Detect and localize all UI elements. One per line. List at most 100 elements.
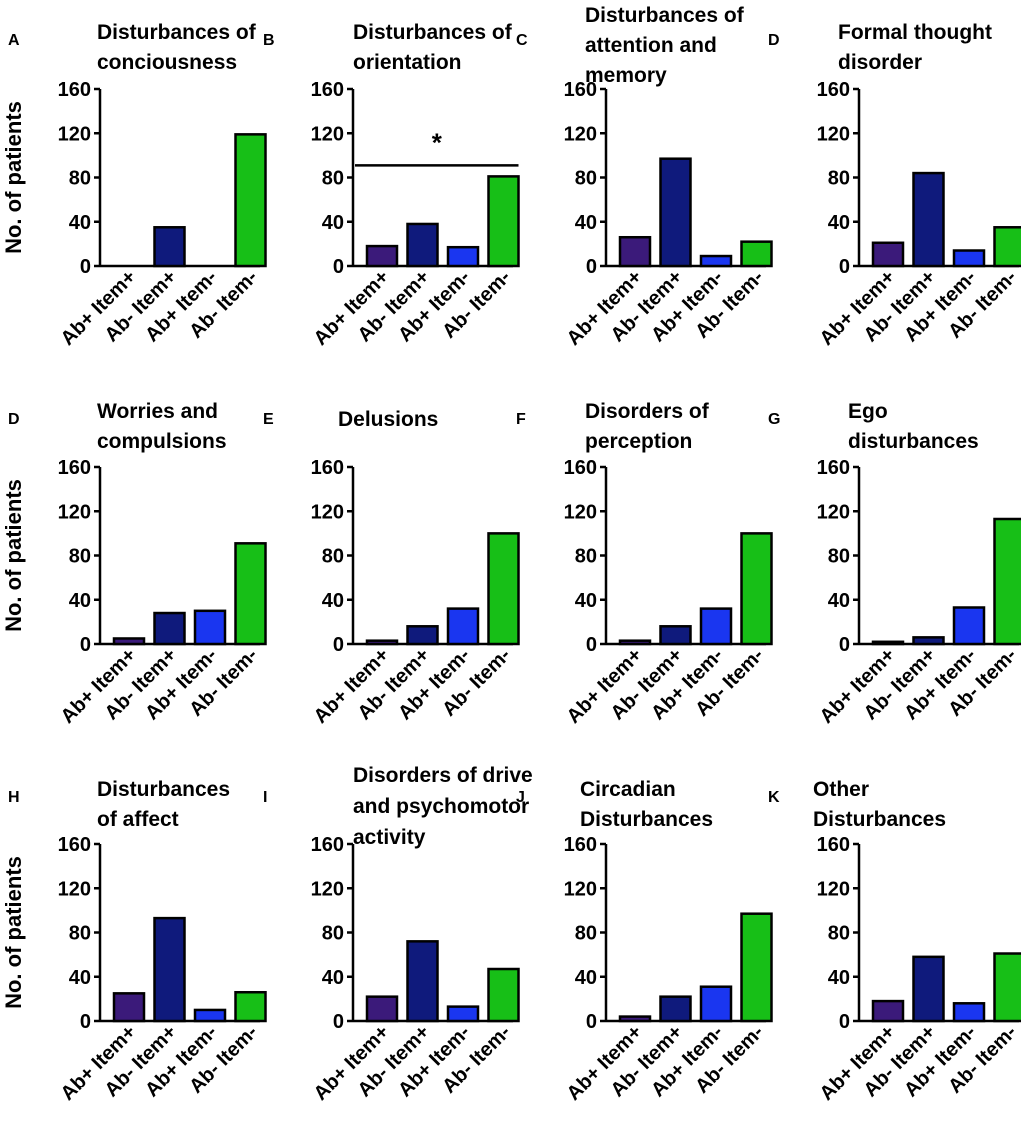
panel-title: Disturbances — [813, 808, 946, 831]
panel-letter-7: G — [768, 411, 780, 428]
y-tick-label: 0 — [80, 634, 91, 656]
y-tick-label: 40 — [828, 590, 850, 612]
y-tick-label: 80 — [322, 923, 344, 945]
y-tick-label: 0 — [839, 1011, 850, 1033]
y-tick-label: 0 — [333, 1011, 344, 1033]
panel-title: Disturbances of — [585, 4, 745, 27]
y-tick-label: 120 — [817, 501, 850, 523]
y-tick-label: 40 — [828, 212, 850, 234]
y-tick-label: 80 — [575, 546, 597, 568]
bar-ab-item- — [993, 517, 1021, 646]
panel-title: Delusions — [338, 408, 438, 431]
y-tick-label: 160 — [311, 79, 344, 101]
y-tick-label: 120 — [817, 123, 850, 145]
panel-letter-6: F — [516, 411, 526, 428]
y-tick-label: 80 — [575, 168, 597, 190]
y-tick-label: 0 — [333, 256, 344, 278]
bar-ab-item- — [993, 952, 1021, 1023]
y-tick-label: 80 — [828, 546, 850, 568]
y-tick-label: 160 — [564, 834, 597, 856]
panel-letter-10: J — [516, 789, 525, 806]
y-axis-label: No. of patients — [1, 479, 26, 632]
panel-title: Other — [813, 778, 869, 801]
bar-ab-item- — [912, 636, 945, 646]
y-tick-label: 0 — [586, 634, 597, 656]
bar-ab-item- — [699, 607, 733, 646]
y-tick-label: 160 — [564, 457, 597, 479]
panel-title: orientation — [353, 51, 462, 74]
y-tick-label: 160 — [564, 79, 597, 101]
panel-title: activity — [353, 826, 426, 849]
y-tick-label: 40 — [69, 590, 91, 612]
y-tick-label: 80 — [828, 168, 850, 190]
y-tick-label: 160 — [817, 79, 850, 101]
bar-ab-item- — [406, 222, 439, 268]
bar-ab-item- — [952, 249, 986, 268]
bar-ab-item- — [912, 955, 945, 1023]
y-tick-label: 160 — [58, 834, 91, 856]
bar-ab-item- — [112, 992, 146, 1023]
y-tick-label: 80 — [322, 546, 344, 568]
bar-ab-item- — [234, 542, 267, 646]
panel-title: Disturbances of — [97, 21, 257, 44]
bar-ab-item- — [487, 175, 520, 268]
bar-ab-item- — [740, 912, 773, 1023]
bar-ab-item- — [234, 990, 267, 1023]
panel-title: attention and — [585, 34, 717, 57]
y-tick-label: 0 — [80, 1011, 91, 1033]
y-tick-label: 40 — [575, 590, 597, 612]
y-tick-label: 80 — [69, 168, 91, 190]
y-axis-label: No. of patients — [1, 101, 26, 254]
y-tick-label: 0 — [80, 256, 91, 278]
panel-letter-8: H — [8, 789, 20, 806]
y-tick-label: 80 — [828, 923, 850, 945]
y-tick-label: 40 — [69, 212, 91, 234]
y-tick-label: 160 — [311, 457, 344, 479]
bar-ab-item- — [365, 244, 399, 268]
panel-title: and psychomotor — [353, 795, 529, 818]
bar-ab-item- — [446, 607, 480, 646]
bar-ab-item- — [446, 245, 480, 268]
bar-ab-item- — [659, 625, 692, 646]
y-tick-label: 0 — [333, 634, 344, 656]
panel-title: Circadian — [580, 778, 676, 801]
panel-title: conciousness — [97, 51, 237, 74]
panel-title: perception — [585, 430, 692, 453]
panel-title: disorder — [838, 51, 922, 74]
y-tick-label: 120 — [564, 123, 597, 145]
y-tick-label: 80 — [575, 923, 597, 945]
panel-title: memory — [585, 64, 667, 87]
bar-ab-item- — [993, 226, 1021, 268]
bar-ab-item- — [912, 171, 945, 268]
bar-ab-item- — [618, 639, 652, 646]
y-tick-label: 40 — [575, 967, 597, 989]
bar-ab-item- — [952, 1002, 986, 1023]
panel-letter-4: D — [8, 411, 20, 428]
y-tick-label: 80 — [69, 546, 91, 568]
y-tick-label: 40 — [828, 967, 850, 989]
bar-ab-item- — [659, 995, 692, 1023]
panel-title: Worries and — [97, 400, 218, 423]
bar-ab-item- — [365, 995, 399, 1023]
panel-title: compulsions — [97, 430, 227, 453]
panel-title: Disturbances — [580, 808, 713, 831]
panel-title: disturbances — [848, 430, 979, 453]
y-tick-label: 40 — [69, 967, 91, 989]
bar-ab-item- — [871, 640, 905, 646]
y-tick-label: 40 — [575, 212, 597, 234]
panel-letter-1: B — [263, 32, 275, 49]
panel-letter-5: E — [263, 411, 274, 428]
bar-ab-item- — [365, 639, 399, 646]
bar-ab-item- — [112, 637, 146, 646]
y-axis-label: No. of patients — [1, 856, 26, 1009]
bar-ab-item- — [952, 606, 986, 646]
y-tick-label: 0 — [586, 256, 597, 278]
y-tick-label: 0 — [839, 256, 850, 278]
bar-ab-item- — [699, 254, 733, 268]
panel-title: Disturbances of — [353, 21, 513, 44]
bar-ab-item- — [153, 916, 186, 1023]
y-tick-label: 120 — [817, 878, 850, 900]
bar-ab-item- — [740, 532, 773, 646]
y-tick-label: 40 — [322, 967, 344, 989]
